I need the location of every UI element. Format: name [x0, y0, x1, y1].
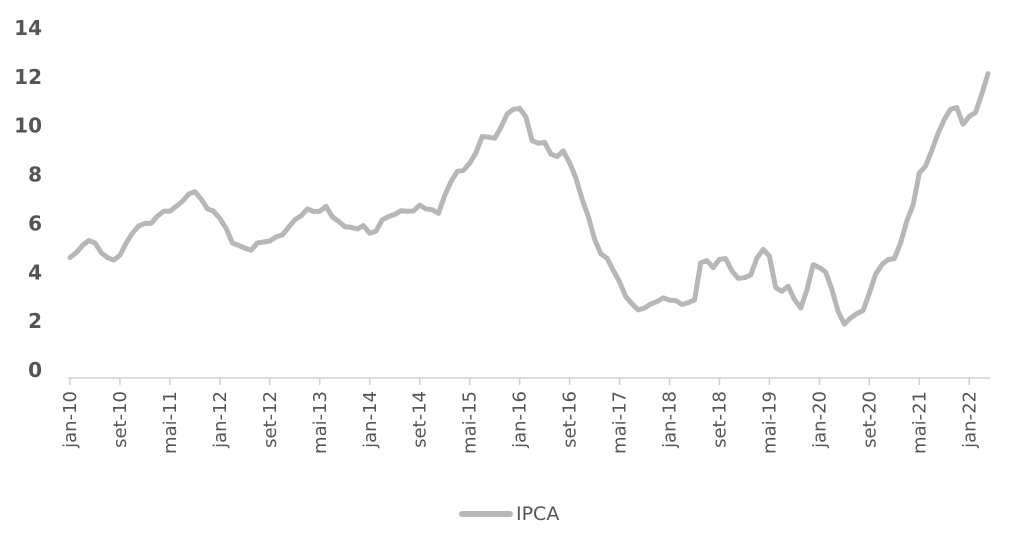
- x-tick-label: mai-19: [759, 391, 780, 454]
- y-tick-label: 4: [28, 260, 42, 284]
- x-tick-label: set-10: [110, 391, 131, 448]
- x-tick-label: jan-20: [809, 391, 830, 449]
- y-tick-label: 6: [28, 211, 42, 235]
- x-tick-label: mai-15: [460, 391, 481, 454]
- x-tick-label: set-18: [709, 391, 730, 448]
- y-tick-label: 14: [14, 16, 42, 40]
- x-tick-label: set-12: [260, 391, 281, 448]
- legend: IPCA: [459, 503, 559, 525]
- x-tick-label: jan-12: [210, 391, 231, 449]
- series-layer: [67, 71, 991, 327]
- x-tick-label: jan-10: [60, 391, 81, 449]
- x-tick-label: mai-13: [310, 391, 331, 454]
- x-tick-label: jan-14: [360, 391, 381, 449]
- y-tick-label: 12: [14, 65, 42, 89]
- x-tick-label: mai-21: [909, 391, 930, 454]
- x-tick-label: mai-17: [610, 391, 631, 454]
- y-tick-label: 0: [28, 358, 42, 382]
- x-tick-label: set-20: [859, 391, 880, 448]
- x-tick-label: set-16: [560, 391, 581, 448]
- x-tick-label: jan-18: [660, 391, 681, 449]
- x-axis: jan-10 set-10 mai-11 jan-12 set-12 mai-13 jan-…: [60, 377, 990, 454]
- x-tick-label: jan-16: [510, 391, 531, 449]
- x-tick-label: set-14: [410, 391, 431, 448]
- x-tick-label: mai-11: [160, 391, 181, 454]
- x-tick-label: jan-22: [959, 391, 980, 449]
- legend-label-ipca: IPCA: [516, 503, 559, 525]
- y-tick-label: 8: [28, 163, 42, 187]
- y-axis: 0 2 4 6 8 10 12 14: [14, 16, 42, 382]
- series-line-ipca: [67, 71, 991, 327]
- y-tick-label: 10: [14, 114, 42, 138]
- y-tick-label: 2: [28, 309, 42, 333]
